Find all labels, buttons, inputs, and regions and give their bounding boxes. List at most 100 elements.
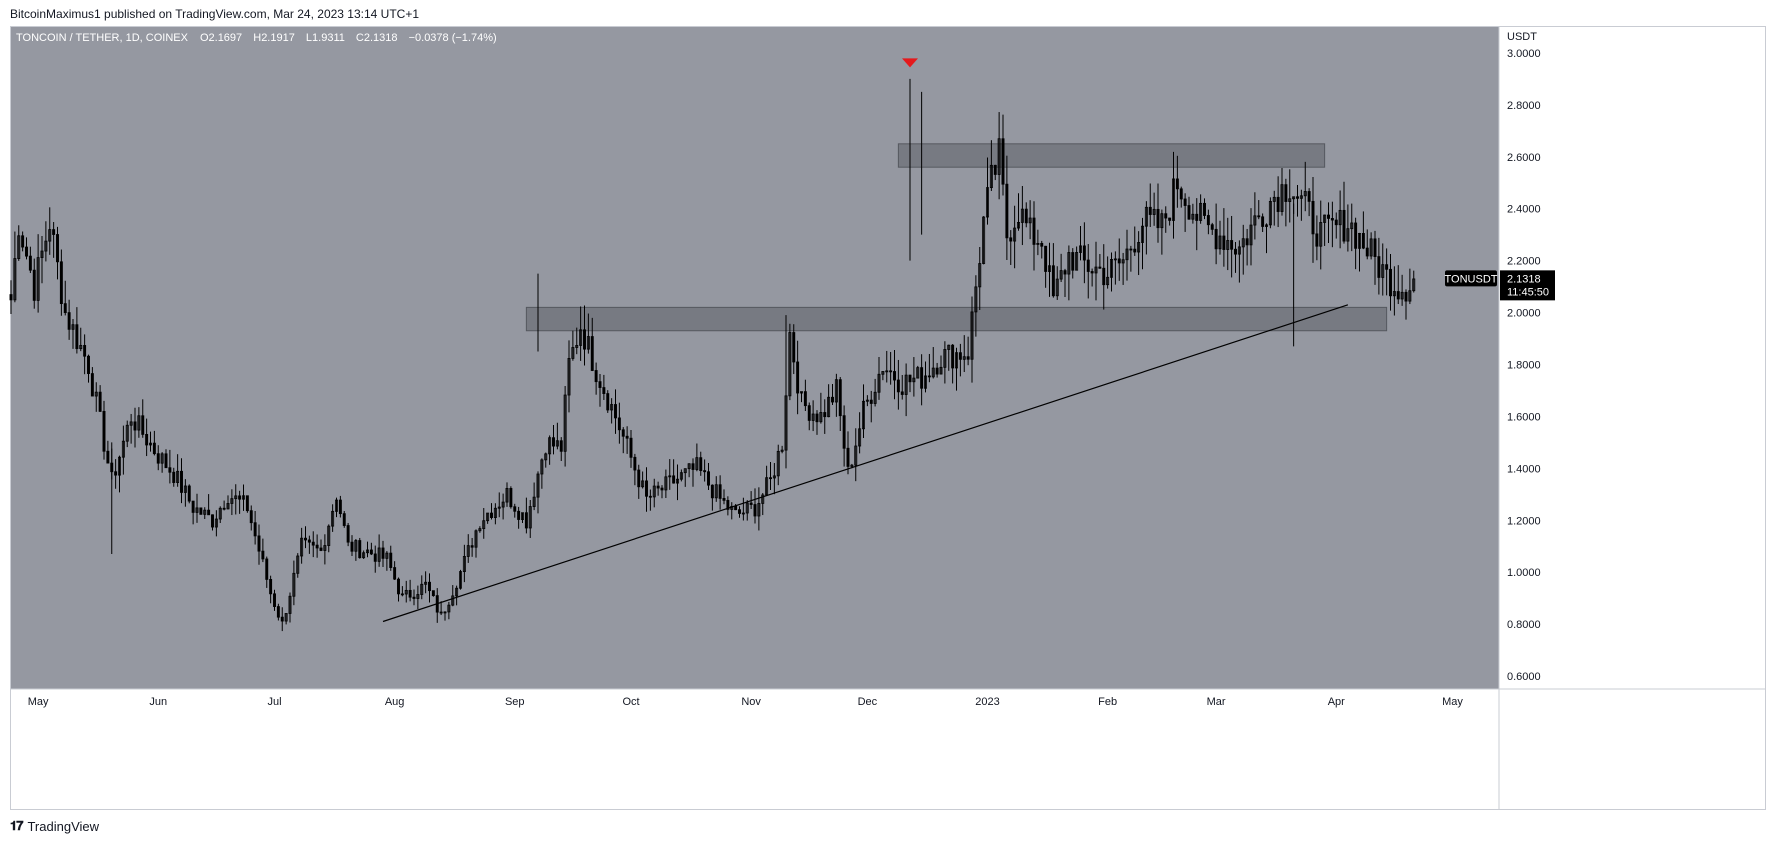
candle-up [451, 595, 455, 606]
candle-down [350, 541, 354, 552]
candle-up [776, 450, 780, 477]
candle-up [1369, 238, 1373, 257]
candle-up [455, 587, 459, 597]
candle-down [1187, 205, 1191, 220]
time-tick-label: May [1442, 696, 1463, 708]
candle-up [1358, 233, 1361, 249]
candle-up [1113, 258, 1117, 261]
candle-up [819, 412, 823, 423]
candle-up [571, 347, 575, 359]
candle-down [21, 235, 25, 248]
candle-up [1303, 191, 1307, 197]
candle-down [656, 485, 660, 489]
symbol-header: TONCOIN / TETHER, 1D, COINEX O2.1697 H2.… [16, 32, 497, 44]
candle-down [187, 485, 191, 502]
candle-down [594, 370, 598, 383]
candle-down [400, 593, 404, 596]
candle-up [970, 311, 974, 360]
candle-down [1133, 248, 1137, 253]
candle-down [621, 429, 625, 437]
candle-down [342, 513, 346, 526]
high-label: H [253, 32, 261, 44]
open-value: 2.1697 [209, 32, 243, 44]
candle-up [13, 258, 17, 301]
candle-up [865, 399, 869, 402]
candle-up [1075, 252, 1079, 271]
candle-up [962, 356, 966, 360]
candle-down [1354, 222, 1358, 249]
candle-down [637, 469, 641, 488]
candle-down [389, 552, 393, 568]
candle-up [230, 498, 234, 504]
candle-down [815, 413, 819, 423]
candle-down [1361, 233, 1365, 249]
candle-down [319, 547, 323, 551]
candle-down [304, 537, 307, 541]
candle-up [641, 480, 645, 488]
price-tick-label: 1.2000 [1507, 515, 1541, 527]
candle-down [524, 512, 528, 529]
candle-up [466, 545, 470, 557]
candle-down [869, 399, 873, 404]
candle-down [32, 269, 36, 301]
candle-down [59, 261, 63, 305]
candle-down [606, 393, 610, 411]
candle-down [238, 495, 242, 500]
candle-up [129, 421, 133, 426]
candle-up [366, 549, 369, 554]
candle-down [900, 391, 904, 395]
candle-up [761, 494, 765, 504]
candle-down [966, 356, 970, 360]
candle-down [307, 539, 311, 543]
candle-up [586, 336, 590, 350]
candle-down [633, 456, 637, 471]
plot-area[interactable] [11, 27, 1499, 689]
candle-up [501, 501, 505, 508]
candle-down [428, 581, 431, 592]
candle-down [1148, 206, 1152, 215]
candle-up [1346, 228, 1350, 242]
price-tick-label: 2.0000 [1507, 308, 1541, 320]
candle-up [385, 552, 389, 559]
candle-down [265, 558, 269, 580]
candle-down [896, 379, 900, 393]
candle-up [331, 510, 335, 527]
candle-down [408, 589, 412, 598]
footer-brand[interactable]: 𝟏𝟕 TradingView [10, 818, 99, 834]
candle-up [288, 595, 292, 614]
candle-up [757, 502, 761, 517]
candle-up [1226, 240, 1230, 250]
candle-up [924, 375, 927, 389]
candle-down [951, 344, 955, 369]
candle-down [373, 553, 377, 562]
candle-down [920, 367, 924, 389]
candle-down [90, 373, 94, 397]
candle-down [87, 355, 90, 374]
candle-down [645, 480, 648, 497]
candle-down [164, 453, 168, 469]
candle-down [614, 404, 617, 419]
candle-down [75, 324, 79, 350]
top-marker-icon [902, 58, 918, 68]
candle-down [273, 593, 276, 607]
candle-down [1195, 213, 1199, 221]
candle-up [118, 456, 121, 476]
candle-up [416, 594, 420, 599]
candle-down [927, 375, 931, 378]
candle-up [176, 470, 180, 483]
candle-up [978, 263, 982, 288]
candle-up [300, 537, 304, 557]
candle-down [114, 471, 118, 476]
candle-down [63, 303, 67, 314]
candle-down [1234, 248, 1237, 255]
price-axis[interactable]: 3.0000 2.8000 2.6000 2.4000 2.2000 2.0000 1.80… [1498, 27, 1541, 809]
candle-down [156, 453, 160, 464]
candle-up [834, 379, 838, 403]
trendline-layer [382, 304, 1349, 623]
candle-up [1319, 222, 1323, 247]
candle-up [676, 478, 679, 484]
candle-up [292, 572, 296, 597]
candle-down [1327, 214, 1330, 219]
time-axis[interactable]: May Jun Jul Aug Sep Oct Nov Dec 2023 Feb Mar Apr May [11, 688, 1765, 708]
